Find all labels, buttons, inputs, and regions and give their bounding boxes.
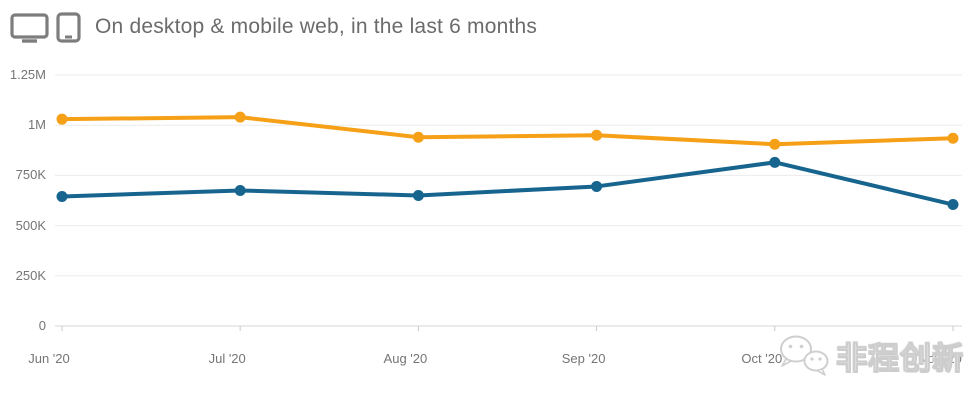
y-axis-label: 0 <box>38 318 46 333</box>
series-blue-point[interactable] <box>412 189 424 201</box>
series-orange-line <box>60 115 955 147</box>
series-orange-point[interactable] <box>234 111 246 123</box>
chart-title: On desktop & mobile web, in the last 6 m… <box>95 15 538 38</box>
x-axis-label: Jun '20 <box>28 351 70 366</box>
series-blue-line <box>60 160 955 207</box>
x-axis-label: Aug '20 <box>383 351 428 366</box>
series-orange-point[interactable] <box>56 113 68 125</box>
series-orange-point[interactable] <box>412 131 424 143</box>
y-axis-label: 750K <box>15 167 46 183</box>
device-icons <box>10 11 81 43</box>
y-axis-label: 250K <box>15 267 46 283</box>
series-orange-point[interactable] <box>591 129 603 141</box>
y-axis-label: 1.25M <box>9 67 46 82</box>
x-axis-label: Oct '20 <box>741 351 783 366</box>
watermark: 非程创新 <box>775 332 964 378</box>
wechat-chat-bubbles-icon <box>780 335 829 376</box>
chart-header: On desktop & mobile web, in the last 6 m… <box>10 10 537 44</box>
y-axis-label: 500K <box>15 217 46 233</box>
series-blue-point[interactable] <box>56 190 68 202</box>
series-orange-point[interactable] <box>769 138 781 150</box>
series-orange-point[interactable] <box>947 132 959 144</box>
watermark-text: 非程创新 <box>836 340 964 376</box>
x-axis-label: Jul '20 <box>208 351 246 366</box>
mobile-icon <box>56 11 81 43</box>
series-blue-point[interactable] <box>947 199 959 211</box>
x-axis-label: Nov '20 <box>918 351 962 366</box>
desktop-icon <box>10 12 49 43</box>
series-blue-point[interactable] <box>591 180 603 192</box>
x-axis-label: Sep '20 <box>561 351 606 366</box>
y-axis-label: 1M <box>27 117 46 133</box>
series-blue-point[interactable] <box>769 156 781 168</box>
series-blue-point[interactable] <box>234 184 246 196</box>
